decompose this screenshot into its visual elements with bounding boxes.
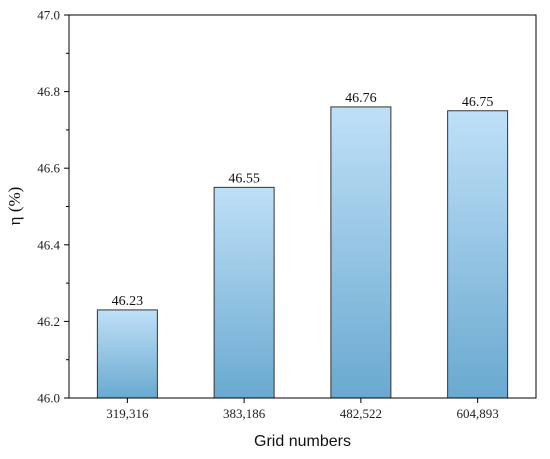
- data-label-1: 46.23: [112, 294, 144, 309]
- y-tick-label-1: 46.0: [37, 391, 60, 406]
- y-axis-title: η (%): [5, 187, 24, 226]
- y-tick-label-4: 46.6: [37, 161, 60, 176]
- data-labels-group: 46.23 46.55 46.76 46.75: [112, 91, 494, 309]
- y-tick-label-3: 46.4: [37, 237, 60, 252]
- bar-2: [213, 186, 275, 399]
- bar-1: [96, 309, 158, 399]
- data-label-2: 46.55: [228, 171, 260, 186]
- bar-3: [330, 106, 392, 399]
- x-tick-label-1: 319,316: [106, 406, 149, 421]
- bars-group: [96, 106, 509, 399]
- bar-4: [447, 110, 509, 399]
- y-tick-label-6: 47.0: [37, 8, 60, 23]
- y-tick-label-5: 46.8: [37, 84, 60, 99]
- data-label-4: 46.75: [462, 95, 494, 110]
- x-tick-label-4: 604,893: [457, 406, 499, 421]
- data-label-3: 46.76: [345, 91, 377, 106]
- x-axis-ticks: 319,316 383,186 482,522 604,893: [106, 398, 499, 421]
- x-tick-label-2: 383,186: [223, 406, 266, 421]
- x-tick-label-3: 482,522: [340, 406, 382, 421]
- x-axis-title: Grid numbers: [254, 433, 351, 450]
- y-axis-ticks: 46.0 46.2 46.4 46.6 46.8 47.0: [37, 8, 69, 406]
- y-tick-label-2: 46.2: [37, 314, 60, 329]
